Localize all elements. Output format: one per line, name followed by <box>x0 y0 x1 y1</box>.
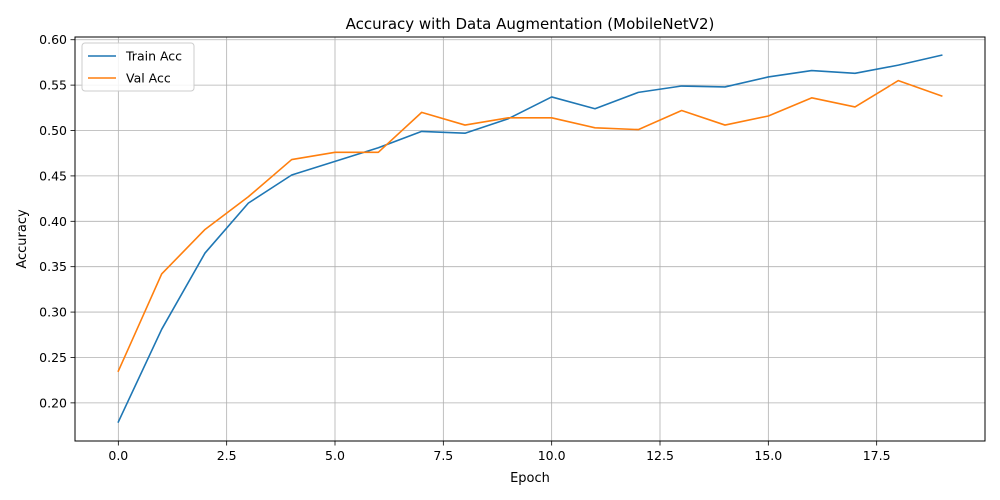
x-axis-title: Epoch <box>510 471 550 486</box>
y-tick-label: 0.60 <box>39 32 67 47</box>
series-lines <box>117 54 943 423</box>
grid <box>75 37 985 441</box>
chart-title: Accuracy with Data Augmentation (MobileN… <box>346 15 715 33</box>
y-tick-label: 0.50 <box>39 123 67 138</box>
y-tick-label: 0.35 <box>39 259 67 274</box>
x-tick-label: 5.0 <box>325 448 345 463</box>
y-tick-label: 0.30 <box>39 305 67 320</box>
legend-box <box>81 42 195 92</box>
x-tick-label: 2.5 <box>217 448 237 463</box>
x-tick-label: 12.5 <box>646 448 674 463</box>
axis-ticks: 0.0 2.5 5.0 7.5 10.0 12.5 15.0 17.5 0.20 0.25 0.30… <box>39 32 890 463</box>
x-tick-label: 7.5 <box>433 448 453 463</box>
legend-label-val-acc: Val Acc <box>126 71 171 86</box>
legend-label-train-acc: Train Acc <box>125 49 182 64</box>
y-tick-label: 0.55 <box>39 78 67 93</box>
x-tick-label: 10.0 <box>538 448 566 463</box>
plot-frame <box>74 36 986 442</box>
series-line-val-acc <box>117 79 943 373</box>
y-tick-label: 0.45 <box>39 168 67 183</box>
y-axis-title: Accuracy <box>15 209 30 269</box>
y-tick-label: 0.20 <box>39 395 67 410</box>
legend: Train Acc Val Acc <box>81 42 195 92</box>
x-tick-label: 15.0 <box>754 448 782 463</box>
y-tick-label: 0.40 <box>39 214 67 229</box>
y-tick-label: 0.25 <box>39 350 67 365</box>
series-line-train-acc <box>117 54 943 423</box>
x-tick-label: 0.0 <box>108 448 128 463</box>
x-tick-label: 17.5 <box>863 448 891 463</box>
